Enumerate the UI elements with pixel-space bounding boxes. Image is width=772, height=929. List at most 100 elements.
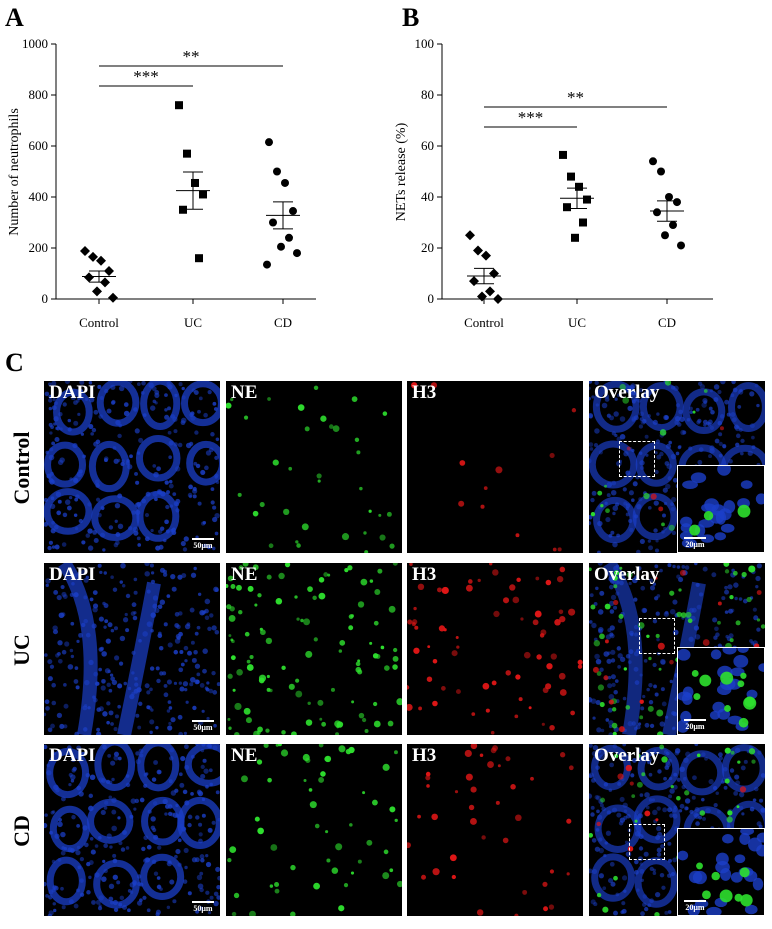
nucleus-dot	[743, 759, 748, 764]
nucleus-dot	[170, 717, 176, 723]
nucleus-dot	[653, 684, 657, 689]
y-tick-label: 800	[29, 87, 49, 102]
inset-nucleus	[722, 834, 734, 844]
data-point-square	[195, 254, 203, 263]
nucleus-dot	[49, 503, 56, 510]
nucleus-dot	[104, 668, 111, 674]
y-tick-label: 100	[415, 36, 435, 51]
nucleus-dot	[594, 795, 600, 800]
nucleus-dot	[91, 623, 97, 629]
nucleus-dot	[733, 582, 739, 588]
nucleus-dot	[676, 422, 682, 427]
nucleus-dot	[632, 481, 638, 487]
nucleus-dot	[112, 874, 118, 880]
nucleus-dot	[202, 521, 207, 525]
nucleus-dot	[753, 615, 759, 621]
nucleus-dot	[672, 564, 676, 569]
data-point-circle	[649, 157, 657, 166]
nucleus-dot	[639, 862, 643, 866]
nucleus-dot	[179, 823, 184, 829]
signal-dot	[357, 601, 365, 608]
nucleus-dot	[659, 451, 664, 457]
nucleus-dot	[67, 418, 72, 423]
nucleus-dot	[64, 381, 70, 384]
nucleus-dot	[110, 900, 114, 905]
signal-dot	[676, 795, 681, 801]
nucleus-dot	[738, 597, 743, 601]
inset-nucleus	[687, 904, 700, 915]
inset-nucleus	[714, 532, 726, 541]
data-point-square	[183, 149, 191, 158]
nucleus-dot	[731, 381, 736, 385]
nucleus-dot	[66, 505, 72, 511]
nucleus-dot	[69, 592, 75, 598]
nucleus-dot	[168, 721, 172, 726]
nucleus-dot	[670, 453, 677, 460]
nucleus-dot	[148, 382, 154, 388]
signal-dot	[505, 756, 511, 762]
nucleus-dot	[621, 875, 628, 881]
nucleus-dot	[635, 817, 640, 821]
signal-dot	[257, 827, 264, 835]
nucleus-dot	[639, 460, 645, 466]
inset-nucleus	[737, 648, 749, 654]
nucleus-dot	[192, 488, 198, 494]
nucleus-dot	[669, 679, 674, 684]
nucleus-dot	[108, 710, 114, 716]
nucleus-dot	[631, 498, 635, 502]
nucleus-dot	[72, 442, 78, 449]
nucleus-dot	[720, 381, 726, 385]
nucleus-dot	[721, 596, 726, 601]
nucleus-dot	[149, 687, 153, 692]
nucleus-dot	[617, 653, 623, 659]
nucleus-dot	[675, 403, 681, 408]
nucleus-dot	[105, 779, 111, 785]
nucleus-dot	[92, 590, 98, 595]
nucleus-dot	[601, 806, 606, 812]
signal-dot	[455, 635, 459, 640]
nucleus-dot	[215, 437, 220, 442]
nucleus-dot	[135, 758, 142, 765]
signal-dot	[252, 510, 259, 517]
signal-dot	[592, 666, 599, 673]
nucleus-dot	[654, 548, 660, 553]
nucleus-dot	[674, 419, 680, 426]
nucleus-dot	[50, 723, 55, 729]
nucleus-dot	[149, 719, 155, 725]
signal-dot	[619, 566, 623, 570]
nucleus-dot	[653, 528, 658, 533]
signal-dot	[657, 642, 665, 650]
signal-dot	[356, 450, 361, 455]
nucleus-dot	[94, 681, 100, 686]
signal-dot	[426, 784, 430, 788]
nucleus-dot	[215, 790, 220, 795]
nucleus-dot	[203, 768, 209, 774]
nucleus-dot	[85, 772, 90, 778]
nucleus-dot	[70, 394, 77, 401]
signal-dot	[480, 504, 485, 509]
nucleus-dot	[82, 705, 88, 711]
signal-dot	[254, 603, 258, 607]
signal-dot	[328, 424, 334, 429]
signal-dot	[454, 790, 459, 794]
nucleus-dot	[211, 625, 217, 631]
signal-dot	[510, 784, 516, 790]
nucleus-dot	[203, 412, 208, 418]
signal-dot	[413, 606, 417, 611]
nucleus-dot	[150, 528, 154, 533]
nucleus-dot	[85, 533, 91, 538]
nucleus-dot	[676, 777, 681, 782]
nucleus-dot	[751, 435, 755, 440]
nucleus-dot	[649, 578, 654, 583]
data-point-circle	[677, 241, 685, 250]
nucleus-dot	[70, 779, 75, 783]
nucleus-dot	[113, 755, 119, 761]
nucleus-dot	[185, 700, 189, 704]
nucleus-dot	[639, 793, 644, 797]
signal-dot	[696, 753, 701, 758]
nucleus-dot	[155, 909, 161, 915]
signal-dot	[411, 619, 418, 625]
nucleus-dot	[184, 659, 188, 663]
inset-nucleus	[712, 701, 725, 713]
nucleus-dot	[98, 414, 103, 419]
